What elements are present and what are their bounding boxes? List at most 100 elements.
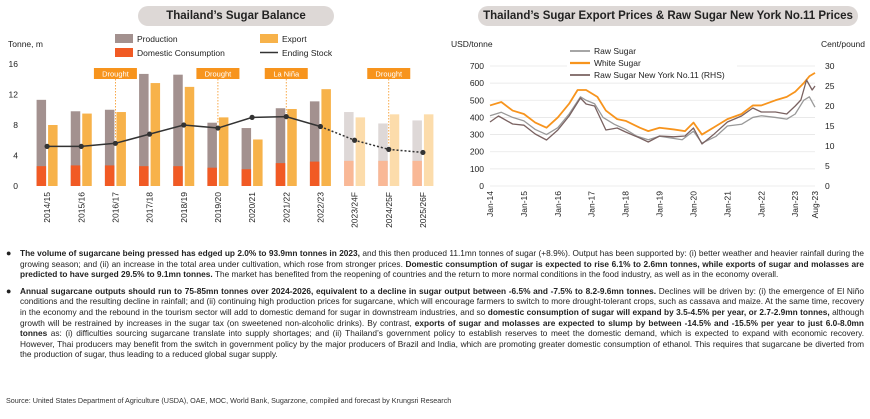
bar-production — [241, 128, 252, 186]
legend-label: Domestic Consumption — [137, 48, 225, 58]
x-tick-label: Aug-23 — [810, 191, 820, 219]
y-tick-label: 16 — [9, 59, 19, 69]
left-chart-title: Thailand’s Sugar Balance — [138, 6, 334, 26]
bullet-2-run-3: although growth will be restrained by in… — [20, 306, 864, 328]
line-series-2 — [489, 79, 816, 145]
left-tick-label: 500 — [470, 95, 484, 105]
bar-domestic-consumption — [173, 166, 183, 186]
x-tick-label: 2017/18 — [145, 192, 155, 223]
right-tick-label: 15 — [825, 121, 835, 131]
bar-domestic-consumption — [275, 163, 286, 186]
marker-ending-stock — [351, 137, 358, 143]
bar-production — [309, 101, 320, 186]
bar-export — [321, 89, 331, 186]
line-ending-stock-forecast — [320, 125, 423, 154]
right-tick-label: 20 — [825, 101, 835, 111]
y-tick-label: 0 — [13, 181, 18, 191]
bar-domestic-consumption — [378, 160, 388, 186]
bar-export — [287, 108, 297, 186]
x-tick-label: Jan-15 — [519, 191, 529, 217]
bar-production — [36, 99, 47, 186]
commentary: ● The volume of sugarcane being pressed h… — [6, 248, 864, 366]
bar-production — [207, 122, 217, 186]
bar-domestic-consumption — [70, 165, 81, 186]
legend-label: Raw Sugar — [594, 46, 636, 56]
bar-production — [378, 123, 388, 186]
right-tick-label: 30 — [825, 61, 835, 71]
bar-domestic-consumption — [344, 160, 354, 186]
right-tick-label: 10 — [825, 141, 835, 151]
legend-bg — [567, 70, 777, 81]
right-tick-label: 0 — [825, 181, 830, 191]
marker-ending-stock — [181, 122, 187, 128]
bullet-dot: ● — [6, 248, 12, 258]
bullet-2-run-0: Annual sugarcane outputs should run to 7… — [20, 285, 657, 296]
bar-production — [139, 73, 149, 186]
bullet-dot: ● — [6, 285, 12, 296]
bar-production — [412, 120, 422, 186]
legend-swatch — [260, 34, 278, 43]
bar-domestic-consumption — [412, 160, 422, 186]
bar-export — [116, 112, 126, 186]
legend-swatch — [115, 34, 133, 43]
bar-production — [344, 112, 354, 186]
marker-ending-stock — [386, 146, 392, 152]
x-tick-label: Jan-14 — [485, 191, 495, 217]
x-tick-label: 2014/15 — [42, 192, 52, 223]
marker-ending-stock — [44, 143, 50, 149]
bar-domestic-consumption — [104, 165, 115, 186]
x-tick-label: Jan-23 — [790, 191, 800, 217]
right-chart-title: Thailand’s Sugar Export Prices & Raw Sug… — [478, 6, 858, 26]
bar-production — [173, 74, 183, 186]
left-tick-label: 400 — [470, 112, 484, 122]
marker-ending-stock — [146, 131, 153, 137]
y-tick-label: 4 — [13, 151, 18, 161]
bullet-2-run-1: Declines will be driven by: (i) the emer… — [20, 285, 864, 317]
bullet-2: ● Annual sugarcane outputs should run to … — [6, 286, 864, 360]
x-tick-label: Jan-18 — [621, 191, 631, 217]
legend-swatch — [115, 48, 133, 57]
right-tick-label: 5 — [825, 161, 830, 171]
x-tick-label: 2023/24F — [350, 192, 360, 228]
legend-bg — [567, 46, 737, 57]
left-tick-label: 300 — [470, 130, 484, 140]
x-tick-label: Jan-21 — [722, 191, 732, 217]
x-tick-label: 2015/16 — [76, 192, 86, 223]
left-tick-label: 600 — [470, 78, 484, 88]
bar-production — [104, 109, 115, 186]
line-series-0 — [489, 96, 816, 144]
bullet-1-run-3: The market has benefited from the reopen… — [212, 269, 779, 280]
y-tick-label: 12 — [9, 90, 19, 100]
legend-label: White Sugar — [594, 58, 641, 68]
annotation-box — [93, 68, 137, 79]
left-tick-label: 100 — [470, 164, 484, 174]
sugar-balance-chart: Tonne, m 0 4 8 12 16 Production Export Domestic … — [8, 34, 434, 228]
bar-export — [355, 117, 366, 186]
annotation-box — [196, 68, 240, 79]
bar-export — [82, 113, 92, 186]
x-tick-label: 2018/19 — [179, 192, 189, 223]
marker-ending-stock — [317, 123, 324, 130]
sugar-prices-chart: USD/tonne Cent/pound010020030040050060070… — [451, 39, 865, 219]
marker-ending-stock — [215, 125, 221, 131]
right-tick-label: 25 — [825, 81, 835, 91]
bar-domestic-consumption — [241, 169, 252, 186]
left-axis-title: USD/tonne — [451, 39, 493, 49]
x-tick-label: 2019/20 — [213, 192, 223, 223]
bullet-1-run-2: Domestic consumption of sugar is expecte… — [20, 258, 864, 280]
x-tick-label: 2024/25F — [384, 192, 394, 228]
bar-export — [184, 86, 195, 186]
right-axis-title: Cent/pound — [821, 39, 865, 49]
bar-domestic-consumption — [36, 166, 47, 186]
annotation-label: Drought — [375, 70, 403, 79]
legend-bg — [567, 58, 737, 69]
bullet-2-run-4: exports of sugar and molasses are expect… — [20, 317, 864, 339]
bar-production — [275, 108, 286, 186]
x-tick-label: 2020/21 — [247, 192, 257, 223]
x-tick-label: 2021/22 — [281, 192, 291, 223]
annotation-box — [367, 68, 411, 79]
left-tick-label: 700 — [470, 61, 484, 71]
x-tick-label: Jan-22 — [756, 191, 766, 217]
bar-production — [70, 111, 81, 186]
annotation-label: La Niña — [273, 70, 300, 79]
